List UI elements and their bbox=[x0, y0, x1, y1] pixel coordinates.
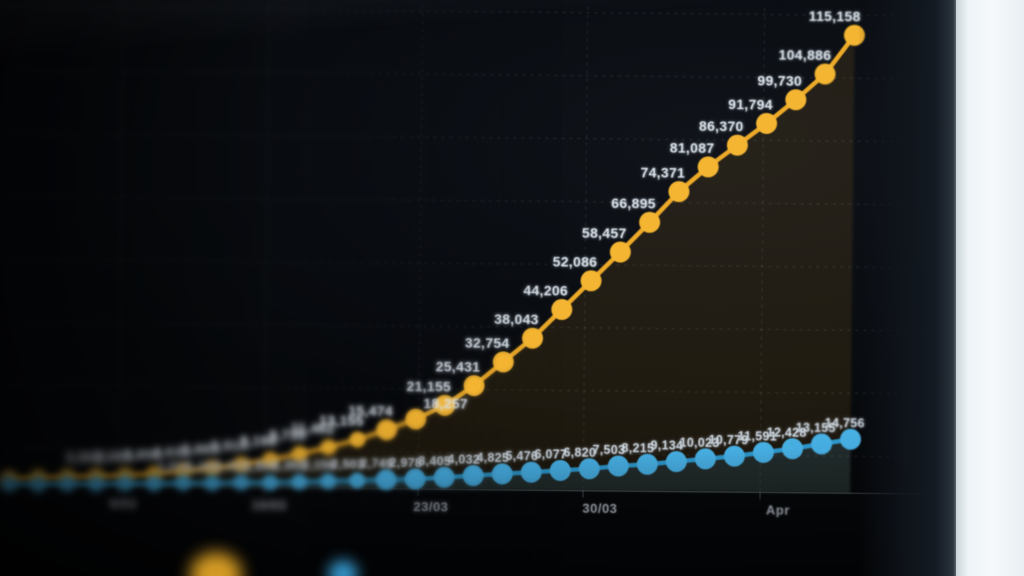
yellow-series-point bbox=[726, 134, 748, 156]
blue-series-point bbox=[723, 445, 745, 467]
data-point-label: 32,754 bbox=[464, 334, 510, 351]
blue-series-point bbox=[781, 438, 803, 460]
yellow-series-point bbox=[756, 112, 778, 134]
yellow-series-point bbox=[522, 327, 544, 349]
data-point-label: 8,215 bbox=[621, 441, 655, 456]
data-point-label: 86,370 bbox=[698, 117, 744, 135]
data-point-label: 1,809 bbox=[244, 459, 278, 474]
gridline-horizontal bbox=[10, 69, 948, 80]
data-point-label: 91,794 bbox=[728, 96, 773, 113]
data-point-label: 14,756 bbox=[824, 416, 865, 431]
blue-series-point bbox=[752, 441, 774, 463]
blue-series-point bbox=[549, 459, 571, 481]
data-point-label: 2,158 bbox=[302, 457, 336, 473]
blue-series-point bbox=[1, 476, 18, 493]
blue-series-point bbox=[433, 466, 455, 488]
data-point-label: 18,257 bbox=[423, 395, 468, 412]
yellow-series-point bbox=[814, 63, 836, 85]
data-point-label: 58,457 bbox=[581, 224, 627, 242]
blue-series-point bbox=[320, 473, 337, 490]
data-point-label: 25,431 bbox=[435, 358, 481, 375]
x-axis-label: 16/03 bbox=[251, 497, 287, 513]
blue-series-point bbox=[262, 474, 279, 491]
x-axis-label: 30/03 bbox=[582, 500, 618, 517]
data-point-label: 3,405 bbox=[418, 454, 452, 469]
data-point-label: 1,441 bbox=[215, 459, 249, 474]
blue-series-point bbox=[491, 463, 513, 485]
yellow-series-point bbox=[463, 375, 485, 397]
blue-series-point bbox=[811, 433, 833, 455]
data-point-label: 2,978 bbox=[389, 455, 423, 471]
data-point-label: 1,266 bbox=[186, 459, 220, 475]
blue-series-point bbox=[578, 458, 600, 480]
data-point-label: 104,886 bbox=[778, 46, 832, 64]
blue-series-point bbox=[349, 472, 366, 489]
blue-series-point bbox=[636, 453, 658, 475]
data-point-label: 52,086 bbox=[552, 253, 598, 270]
yellow-series-point bbox=[639, 211, 661, 233]
data-point-label: 21,155 bbox=[406, 377, 452, 395]
data-point-label: 9,134 bbox=[650, 438, 684, 453]
yellow-series-point bbox=[609, 241, 631, 263]
yellow-series-point bbox=[668, 181, 690, 203]
gridline-vertical bbox=[263, 3, 270, 488]
yellow-series-point bbox=[551, 298, 573, 320]
data-point-label: 1,950 bbox=[273, 458, 307, 474]
data-point-label: 4,825 bbox=[476, 450, 510, 465]
data-point-label: 4,032 bbox=[447, 452, 481, 467]
blue-series-point bbox=[404, 468, 426, 490]
blue-series-point bbox=[59, 475, 76, 492]
yellow-series-point bbox=[843, 24, 865, 46]
data-point-label: 44,206 bbox=[523, 282, 569, 299]
data-point-label: 81,087 bbox=[669, 139, 715, 156]
blue-series-point bbox=[146, 475, 163, 492]
blue-series-point bbox=[375, 469, 397, 491]
blue-series-point bbox=[520, 461, 542, 483]
blue-series-point bbox=[840, 428, 862, 450]
x-axis-label: Apr bbox=[765, 502, 790, 518]
x-axis-label: 23/03 bbox=[413, 499, 449, 515]
gridline-vertical bbox=[117, 2, 124, 487]
blue-series-point bbox=[462, 465, 484, 487]
monitor-bezel bbox=[956, 0, 1024, 576]
data-point-label: 6,077 bbox=[534, 447, 568, 462]
data-point-label: 15,474 bbox=[348, 402, 393, 419]
yellow-series-point bbox=[405, 408, 427, 430]
yellow-series-point bbox=[580, 270, 602, 292]
data-point-label: 66,895 bbox=[611, 194, 656, 212]
yellow-series-point bbox=[492, 351, 514, 373]
data-point-label: 2,749 bbox=[360, 456, 394, 471]
blue-series-point bbox=[88, 476, 105, 493]
yellow-series-point bbox=[320, 439, 337, 456]
blue-series-point bbox=[30, 476, 47, 493]
blue-series-point bbox=[233, 474, 250, 491]
data-point-label: 7,503 bbox=[592, 442, 626, 458]
yellow-series-point bbox=[376, 419, 398, 441]
gridline-horizontal bbox=[10, 6, 948, 17]
data-point-label: 6,820 bbox=[563, 445, 597, 460]
blue-series-point bbox=[291, 473, 308, 490]
data-point-label: 5,476 bbox=[505, 448, 539, 464]
data-point-label: 2,503 bbox=[331, 457, 365, 472]
blue-series-point bbox=[607, 455, 629, 477]
data-point-label: 115,158 bbox=[808, 7, 861, 25]
blue-series-point bbox=[117, 475, 134, 492]
x-axis-label: 9/03 bbox=[109, 496, 137, 512]
yellow-series-point bbox=[349, 431, 366, 448]
blue-series-point bbox=[204, 475, 221, 492]
blue-series-point bbox=[175, 474, 192, 491]
data-point-label: 38,043 bbox=[494, 310, 539, 328]
data-point-label: 74,371 bbox=[640, 164, 686, 181]
yellow-series-point bbox=[697, 156, 719, 178]
data-point-label: 1,016 bbox=[157, 459, 191, 474]
yellow-series-point bbox=[785, 89, 807, 111]
blue-series-point bbox=[665, 451, 687, 473]
data-point-label: 99,730 bbox=[757, 72, 803, 89]
blue-series-point bbox=[694, 448, 716, 470]
